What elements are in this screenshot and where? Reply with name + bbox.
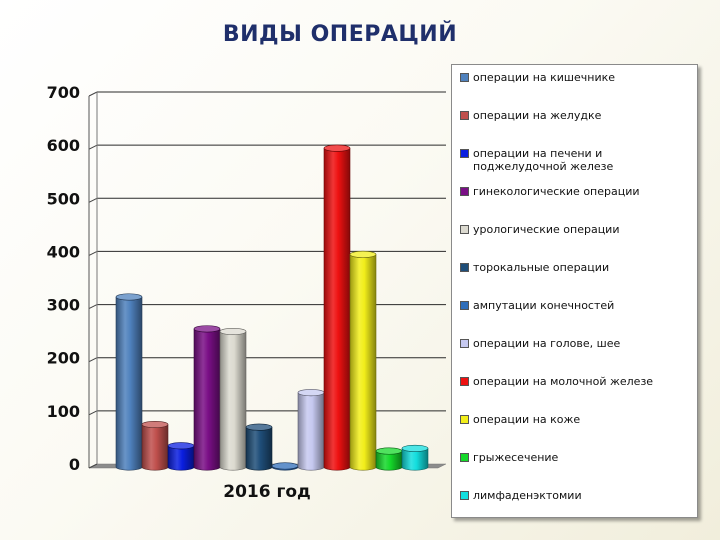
legend-label: операции на желудке — [473, 109, 602, 122]
y-tick-label: 0 — [69, 455, 80, 474]
bar-1 — [115, 293, 143, 471]
legend-swatch — [460, 111, 469, 120]
y-tick-mark — [88, 91, 98, 97]
legend-label: грыжесечение — [473, 451, 559, 464]
legend: операции на кишечнике операции на желудке… — [451, 64, 698, 518]
x-category-label: 2016 год — [223, 482, 311, 502]
bar-7 — [271, 462, 299, 471]
bar-8 — [297, 389, 325, 471]
y-tick-mark — [88, 144, 98, 150]
bar-11 — [375, 447, 403, 471]
legend-label: операции на молочной железе — [473, 375, 654, 388]
y-tick-mark — [88, 304, 98, 310]
legend-swatch — [460, 187, 469, 196]
legend-label: операции на кишечнике — [473, 71, 616, 84]
bar-12 — [401, 444, 429, 471]
bar-2 — [141, 420, 169, 471]
legend-item: операции на голове, шее — [460, 337, 696, 350]
legend-swatch — [460, 263, 469, 272]
legend-swatch — [460, 377, 469, 386]
legend-item: торокальные операции — [460, 261, 696, 274]
y-tick-mark — [88, 197, 98, 203]
legend-label: операции на печени и поджелудочной желез… — [473, 147, 614, 173]
y-tick-label: 700 — [47, 83, 80, 102]
bar-6 — [245, 423, 273, 471]
y-tick-mark — [88, 357, 98, 363]
legend-item: ампутации конечностей — [460, 299, 696, 312]
y-axis: 0 100 200 300 400 500 600 700 — [47, 83, 98, 474]
legend-item: операции на кишечнике — [460, 71, 696, 84]
bars — [115, 144, 429, 471]
bar-5 — [219, 327, 247, 471]
y-tick-label: 300 — [47, 296, 80, 315]
y-tick-mark — [88, 410, 98, 416]
y-tick-mark — [88, 250, 98, 256]
legend-label: операции на коже — [473, 413, 581, 426]
legend-item: гинекологические операции — [460, 185, 696, 198]
legend-item: лимфаденэктомии — [460, 489, 696, 502]
legend-label: урологические операции — [473, 223, 620, 236]
legend-item: операции на молочной железе — [460, 375, 696, 388]
y-tick-mark — [88, 463, 98, 469]
legend-item: урологические операции — [460, 223, 696, 236]
y-tick-label: 500 — [47, 189, 80, 208]
legend-label: гинекологические операции — [473, 185, 640, 198]
y-tick-label: 600 — [47, 136, 80, 155]
legend-label: лимфаденэктомии — [473, 489, 582, 502]
legend-item: операции на печени и поджелудочной желез… — [460, 147, 696, 173]
legend-swatch — [460, 453, 469, 462]
slide-title: ВИДЫ ОПЕРАЦИЙ — [222, 22, 458, 47]
bar-4 — [193, 325, 221, 471]
legend-label: торокальные операции — [473, 261, 610, 274]
legend-label: операции на голове, шее — [473, 337, 621, 350]
bar-9 — [323, 144, 351, 471]
legend-swatch — [460, 149, 469, 158]
legend-item: грыжесечение — [460, 451, 696, 464]
legend-swatch — [460, 415, 469, 424]
legend-swatch — [460, 301, 469, 310]
y-tick-label: 200 — [47, 349, 80, 368]
bar-10 — [349, 250, 377, 471]
bar-3 — [167, 442, 195, 471]
legend-item: операции на коже — [460, 413, 696, 426]
legend-swatch — [460, 339, 469, 348]
legend-swatch — [460, 491, 469, 500]
y-tick-label: 400 — [47, 242, 80, 261]
legend-swatch — [460, 73, 469, 82]
legend-label: ампутации конечностей — [473, 299, 615, 312]
y-tick-label: 100 — [47, 402, 80, 421]
legend-item: операции на желудке — [460, 109, 696, 122]
grid-lines — [88, 91, 447, 469]
legend-swatch — [460, 225, 469, 234]
